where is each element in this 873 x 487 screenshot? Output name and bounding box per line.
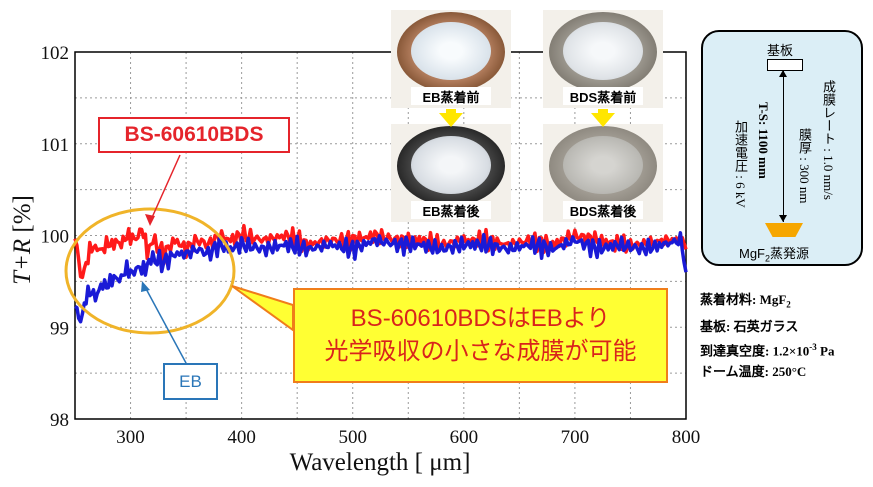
photo-caption: EB蒸着後: [411, 201, 491, 219]
crucible-shape: [765, 223, 803, 237]
arrow-down-icon: [779, 215, 787, 222]
arrow-down-icon: [446, 109, 456, 115]
pointer-red: [149, 154, 181, 223]
x-tick-label: 400: [227, 427, 256, 448]
substrate-label: 基板: [767, 43, 794, 58]
conclusion-line-1: BS-60610BDSはEBより: [350, 305, 611, 333]
y-tick-labels: 98 99 100 101 102: [41, 43, 70, 431]
source-label: MgF2蒸発源: [739, 246, 810, 264]
condition-dome-temp: ドーム温度: 250°C: [700, 363, 807, 379]
pointer-blue-head: [141, 281, 150, 292]
x-tick-label: 700: [561, 427, 590, 448]
arrow-down-icon: [439, 113, 463, 127]
y-tick-label: 102: [41, 43, 70, 64]
thickness-label: 膜厚 : 300 nm: [797, 128, 812, 204]
y-tick-label: 101: [41, 135, 70, 156]
photo-eb-after: EB蒸着後: [391, 124, 511, 222]
y-tick-label: 100: [41, 227, 70, 248]
photo-bds-after: BDS蒸着後: [543, 124, 663, 222]
x-tick-label: 300: [116, 427, 145, 448]
distance-line: [783, 70, 784, 222]
pointer-blue: [143, 284, 187, 364]
photo-caption: BDS蒸着前: [563, 87, 643, 105]
highlight-ellipse: [64, 207, 236, 335]
condition-substrate: 基板: 石英ガラス: [700, 318, 799, 334]
arrow-down-icon: [598, 109, 608, 115]
x-axis-title: Wavelength [ μm]: [290, 449, 471, 476]
bds-callout: BS-60610BDS: [98, 117, 290, 153]
conclusion-box: BS-60610BDSはEBより 光学吸収の小さな成膜が可能: [293, 288, 668, 383]
y-tick-label: 98: [50, 410, 69, 431]
condition-material: 蒸着材料: MgF2: [700, 292, 791, 310]
photo-bds-before: BDS蒸着前: [543, 10, 663, 108]
x-tick-label: 600: [450, 427, 479, 448]
arrow-up-icon: [779, 70, 787, 77]
eb-callout: EB: [163, 363, 218, 400]
x-tick-label: 500: [338, 427, 367, 448]
arrow-down-icon: [591, 113, 615, 127]
photo-caption: EB蒸着前: [411, 87, 491, 105]
plot-frame: [74, 51, 687, 420]
rate-label: 成膜レート : 1.0 nm/s: [821, 80, 836, 200]
series-line-eb: [74, 231, 688, 324]
ts-label: T-S: 1100 mm: [756, 102, 771, 179]
voltage-label: 加速電圧 : 6 kV: [733, 120, 748, 208]
pointer-red-head: [145, 214, 155, 226]
x-tick-label: 800: [672, 427, 701, 448]
condition-vacuum: 到達真空度: 1.2×10-3 Pa: [700, 341, 835, 358]
x-tick-labels: 300 400 500 600 700 800: [116, 427, 700, 448]
conclusion-line-2: 光学吸収の小さな成膜が可能: [324, 337, 637, 365]
photo-eb-before: EB蒸着前: [391, 10, 511, 108]
photo-caption: BDS蒸着後: [563, 201, 643, 219]
y-axis-title: T+R [%]: [9, 195, 36, 285]
series-lines: [73, 223, 688, 324]
deposition-diagram: 基板 MgF2蒸発源 加速電圧 : 6 kV T-S: 1100 mm 膜厚 :…: [701, 30, 863, 266]
y-tick-label: 99: [50, 318, 69, 339]
deposition-conditions: 蒸着材料: MgF2 基板: 石英ガラス 到達真空度: 1.2×10-3 Pa …: [700, 289, 834, 382]
